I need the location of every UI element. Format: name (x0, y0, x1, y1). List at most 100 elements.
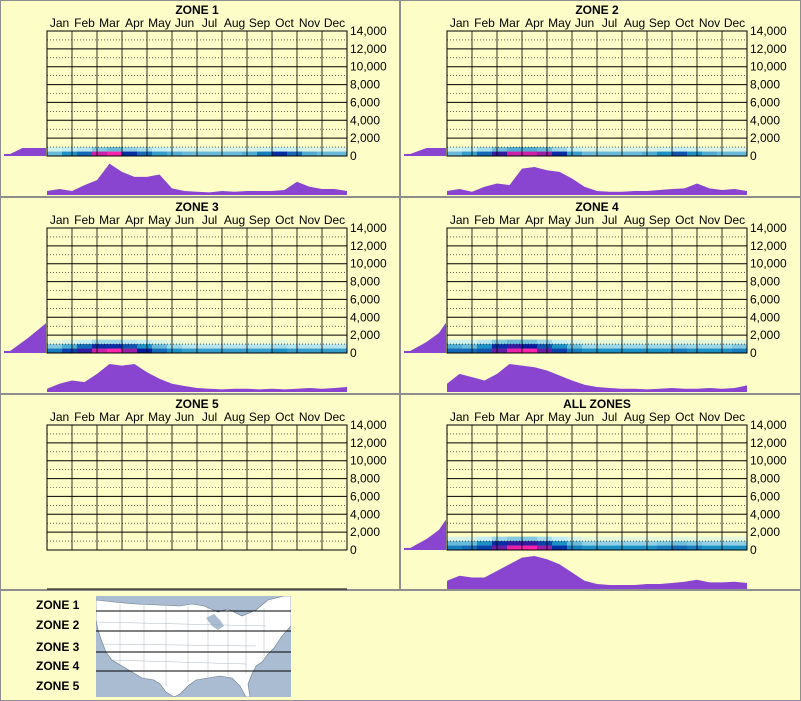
heat-cell (657, 344, 673, 349)
heat-cell (197, 339, 213, 345)
month-tick-label: Sep (249, 410, 271, 424)
heat-cell (152, 339, 168, 345)
y-tick-label: 8,000 (350, 472, 380, 486)
heat-cell (522, 147, 538, 152)
y-tick-label: 2,000 (750, 525, 780, 539)
heat-cell (77, 147, 93, 152)
heat-cell (732, 541, 748, 546)
heat-cell (732, 151, 748, 156)
heat-cell (212, 151, 228, 156)
heat-cell (47, 348, 63, 353)
heat-cell (287, 147, 303, 152)
y-tick-label: 0 (350, 149, 357, 163)
heat-cell (477, 536, 493, 542)
heat-cell (702, 151, 718, 156)
month-tick-label: May (548, 16, 571, 30)
y-tick-label: 12,000 (350, 42, 387, 56)
y-tick-label: 4,000 (350, 507, 380, 521)
heat-cell (522, 348, 538, 353)
heat-cell (552, 339, 568, 345)
month-tick-label: Dec (324, 213, 345, 227)
elevation-profile (404, 323, 446, 353)
monthly-profile (447, 166, 747, 195)
heat-cell (537, 344, 553, 349)
heat-cell (702, 348, 718, 353)
heat-cell (537, 151, 553, 156)
heat-cell (197, 344, 213, 349)
heat-cell (77, 344, 93, 349)
month-tick-label: Dec (724, 213, 745, 227)
y-tick-label: 2,000 (350, 328, 380, 342)
heat-cell (642, 151, 658, 156)
panel-border-3 (0, 197, 400, 394)
heat-cell (522, 339, 538, 345)
month-tick-label: Mar (99, 410, 120, 424)
heat-cell (287, 151, 303, 156)
heat-cell (257, 339, 273, 345)
y-tick-label: 14,000 (750, 221, 787, 235)
heat-cell (657, 545, 673, 550)
heat-cell (137, 344, 153, 349)
y-tick-label: 14,000 (750, 418, 787, 432)
heat-cell (627, 151, 643, 156)
y-tick-label: 10,000 (750, 60, 787, 74)
heat-cell (702, 545, 718, 550)
heat-cell (122, 339, 138, 345)
month-tick-label: Apr (525, 16, 544, 30)
month-tick-label: May (148, 16, 171, 30)
y-tick-label: 10,000 (350, 60, 387, 74)
month-tick-label: Feb (474, 410, 495, 424)
heat-cell (212, 339, 228, 345)
elevation-profile (404, 148, 446, 156)
heat-cell (657, 339, 673, 345)
heat-cell (582, 545, 598, 550)
heat-cell (567, 545, 583, 550)
heat-cell (47, 151, 63, 156)
heat-cell (227, 344, 243, 349)
heat-cell (492, 536, 508, 542)
chart-title: ZONE 5 (175, 397, 219, 411)
month-tick-label: Dec (724, 410, 745, 424)
heat-cell (462, 147, 478, 152)
heat-cell (227, 151, 243, 156)
y-tick-label: 10,000 (750, 257, 787, 271)
heat-cell (522, 536, 538, 542)
heat-cell (492, 541, 508, 546)
heat-cell (717, 536, 733, 542)
heat-cell (507, 545, 523, 550)
heat-cell (92, 147, 108, 152)
heat-cell (182, 147, 198, 152)
heat-cell (332, 151, 348, 156)
heat-cell (77, 348, 93, 353)
heat-cell (92, 151, 108, 156)
heat-cell (507, 147, 523, 152)
heat-cell (627, 348, 643, 353)
heat-cell (582, 147, 598, 152)
elevation-profile (404, 520, 446, 550)
month-tick-label: Aug (624, 213, 645, 227)
chart-zone-2: ZONE 2 Jan Feb Mar Apr May Jun Jul Aug Sep Oct Nov D… (404, 3, 787, 195)
month-tick-label: Mar (499, 410, 520, 424)
month-tick-label: Jan (50, 213, 69, 227)
y-tick-label: 12,000 (750, 436, 787, 450)
y-tick-label: 8,000 (750, 275, 780, 289)
heat-cell (702, 147, 718, 152)
y-tick-label: 0 (750, 149, 757, 163)
heat-cell (522, 541, 538, 546)
heat-cell (507, 151, 523, 156)
heat-cell (642, 536, 658, 542)
zone-legend-panel: ZONE 1 ZONE 2 ZONE 3 ZONE 4 ZONE 5 (0, 590, 801, 701)
heat-cell (447, 151, 463, 156)
heat-cell (597, 541, 613, 546)
heat-cell (642, 344, 658, 349)
heat-cell (672, 344, 688, 349)
plot-frame (446, 424, 748, 551)
heat-cell (567, 344, 583, 349)
month-tick-label: Aug (224, 16, 245, 30)
heat-cell (537, 339, 553, 345)
heat-cell (732, 339, 748, 345)
y-tick-label: 2,000 (750, 131, 780, 145)
heat-cell (317, 339, 333, 345)
heat-cell (717, 147, 733, 152)
month-tick-label: Dec (324, 16, 345, 30)
